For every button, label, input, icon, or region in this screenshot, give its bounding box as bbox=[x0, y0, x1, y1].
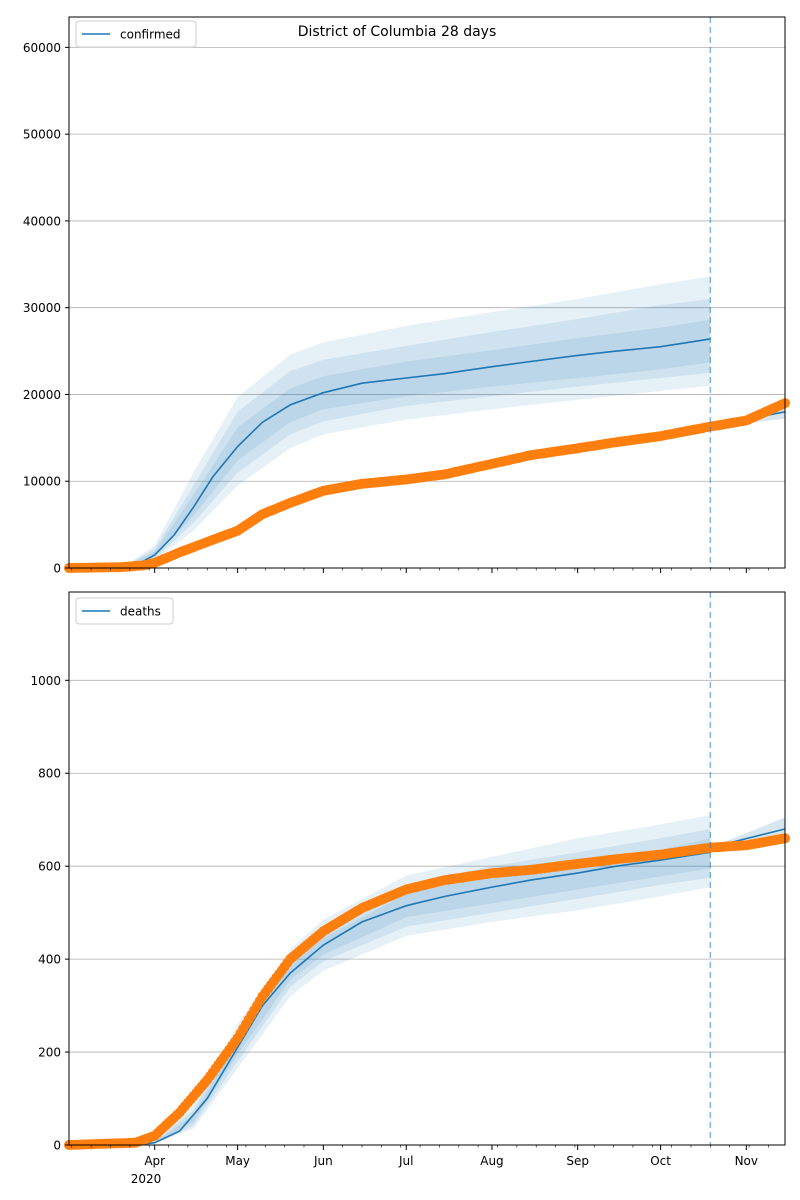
x-tick-label: Oct bbox=[650, 1154, 671, 1168]
y-tick-label: 1000 bbox=[30, 674, 61, 688]
confirmed-observed bbox=[64, 398, 790, 573]
chart-title: District of Columbia 28 days bbox=[298, 24, 497, 40]
uncertainty-band bbox=[135, 815, 711, 1145]
uncertainty-band bbox=[121, 276, 711, 568]
model-median-line bbox=[121, 338, 711, 569]
uncertainty-band bbox=[135, 838, 711, 1145]
y-tick-label: 800 bbox=[38, 767, 61, 781]
x-tick-label: Aug bbox=[480, 1154, 503, 1168]
deaths-y-ticks: 0 200 400 600 800 1000 bbox=[30, 674, 69, 1153]
confirmed-legend: confirmed bbox=[75, 20, 197, 48]
deaths-x-ticks: Apr May Jun Jul Aug Sep Oct Nov bbox=[71, 1145, 769, 1168]
confirmed-y-ticks: 0 10000 20000 30000 40000 50000 60000 bbox=[23, 41, 69, 576]
y-tick-label: 20000 bbox=[23, 388, 61, 402]
forecast-band bbox=[710, 817, 785, 848]
model-median-line bbox=[135, 851, 711, 1146]
x-tick-label: Sep bbox=[566, 1154, 589, 1168]
y-tick-label: 0 bbox=[53, 562, 61, 576]
confirmed-panel: 0 10000 20000 30000 40000 50000 60000 confirme… bbox=[23, 16, 790, 576]
y-tick-label: 40000 bbox=[23, 214, 61, 228]
y-tick-label: 50000 bbox=[23, 128, 61, 142]
y-tick-label: 200 bbox=[38, 1046, 61, 1060]
deaths-bands bbox=[135, 815, 785, 1145]
confirmed-axes-frame bbox=[68, 16, 786, 569]
confirmed-x-ticks bbox=[71, 568, 769, 573]
y-tick-label: 10000 bbox=[23, 475, 61, 489]
legend-box bbox=[75, 20, 197, 48]
x-tick-label: Jul bbox=[398, 1154, 413, 1168]
y-tick-label: 60000 bbox=[23, 41, 61, 55]
y-tick-label: 600 bbox=[38, 860, 61, 874]
x-year-label: 2020 bbox=[131, 1172, 162, 1186]
deaths-panel: 0 200 400 600 800 1000 Apr May Jun Jul Aug Sep Oct N… bbox=[30, 591, 790, 1186]
x-tick-label: May bbox=[225, 1154, 250, 1168]
x-tick-label: Apr bbox=[144, 1154, 165, 1168]
deaths-axes-frame bbox=[68, 591, 786, 1146]
legend-label-deaths: deaths bbox=[120, 605, 161, 619]
x-tick-label: Nov bbox=[735, 1154, 758, 1168]
legend-label-confirmed: confirmed bbox=[120, 28, 181, 42]
confirmed-bands bbox=[121, 276, 785, 568]
legend-box bbox=[75, 597, 174, 625]
uncertainty-band bbox=[121, 299, 711, 568]
x-tick-label: Jun bbox=[313, 1154, 333, 1168]
y-tick-label: 0 bbox=[53, 1139, 61, 1153]
y-tick-label: 30000 bbox=[23, 301, 61, 315]
deaths-legend: deaths bbox=[75, 597, 174, 625]
deaths-observed bbox=[64, 833, 790, 1150]
y-tick-label: 400 bbox=[38, 953, 61, 967]
